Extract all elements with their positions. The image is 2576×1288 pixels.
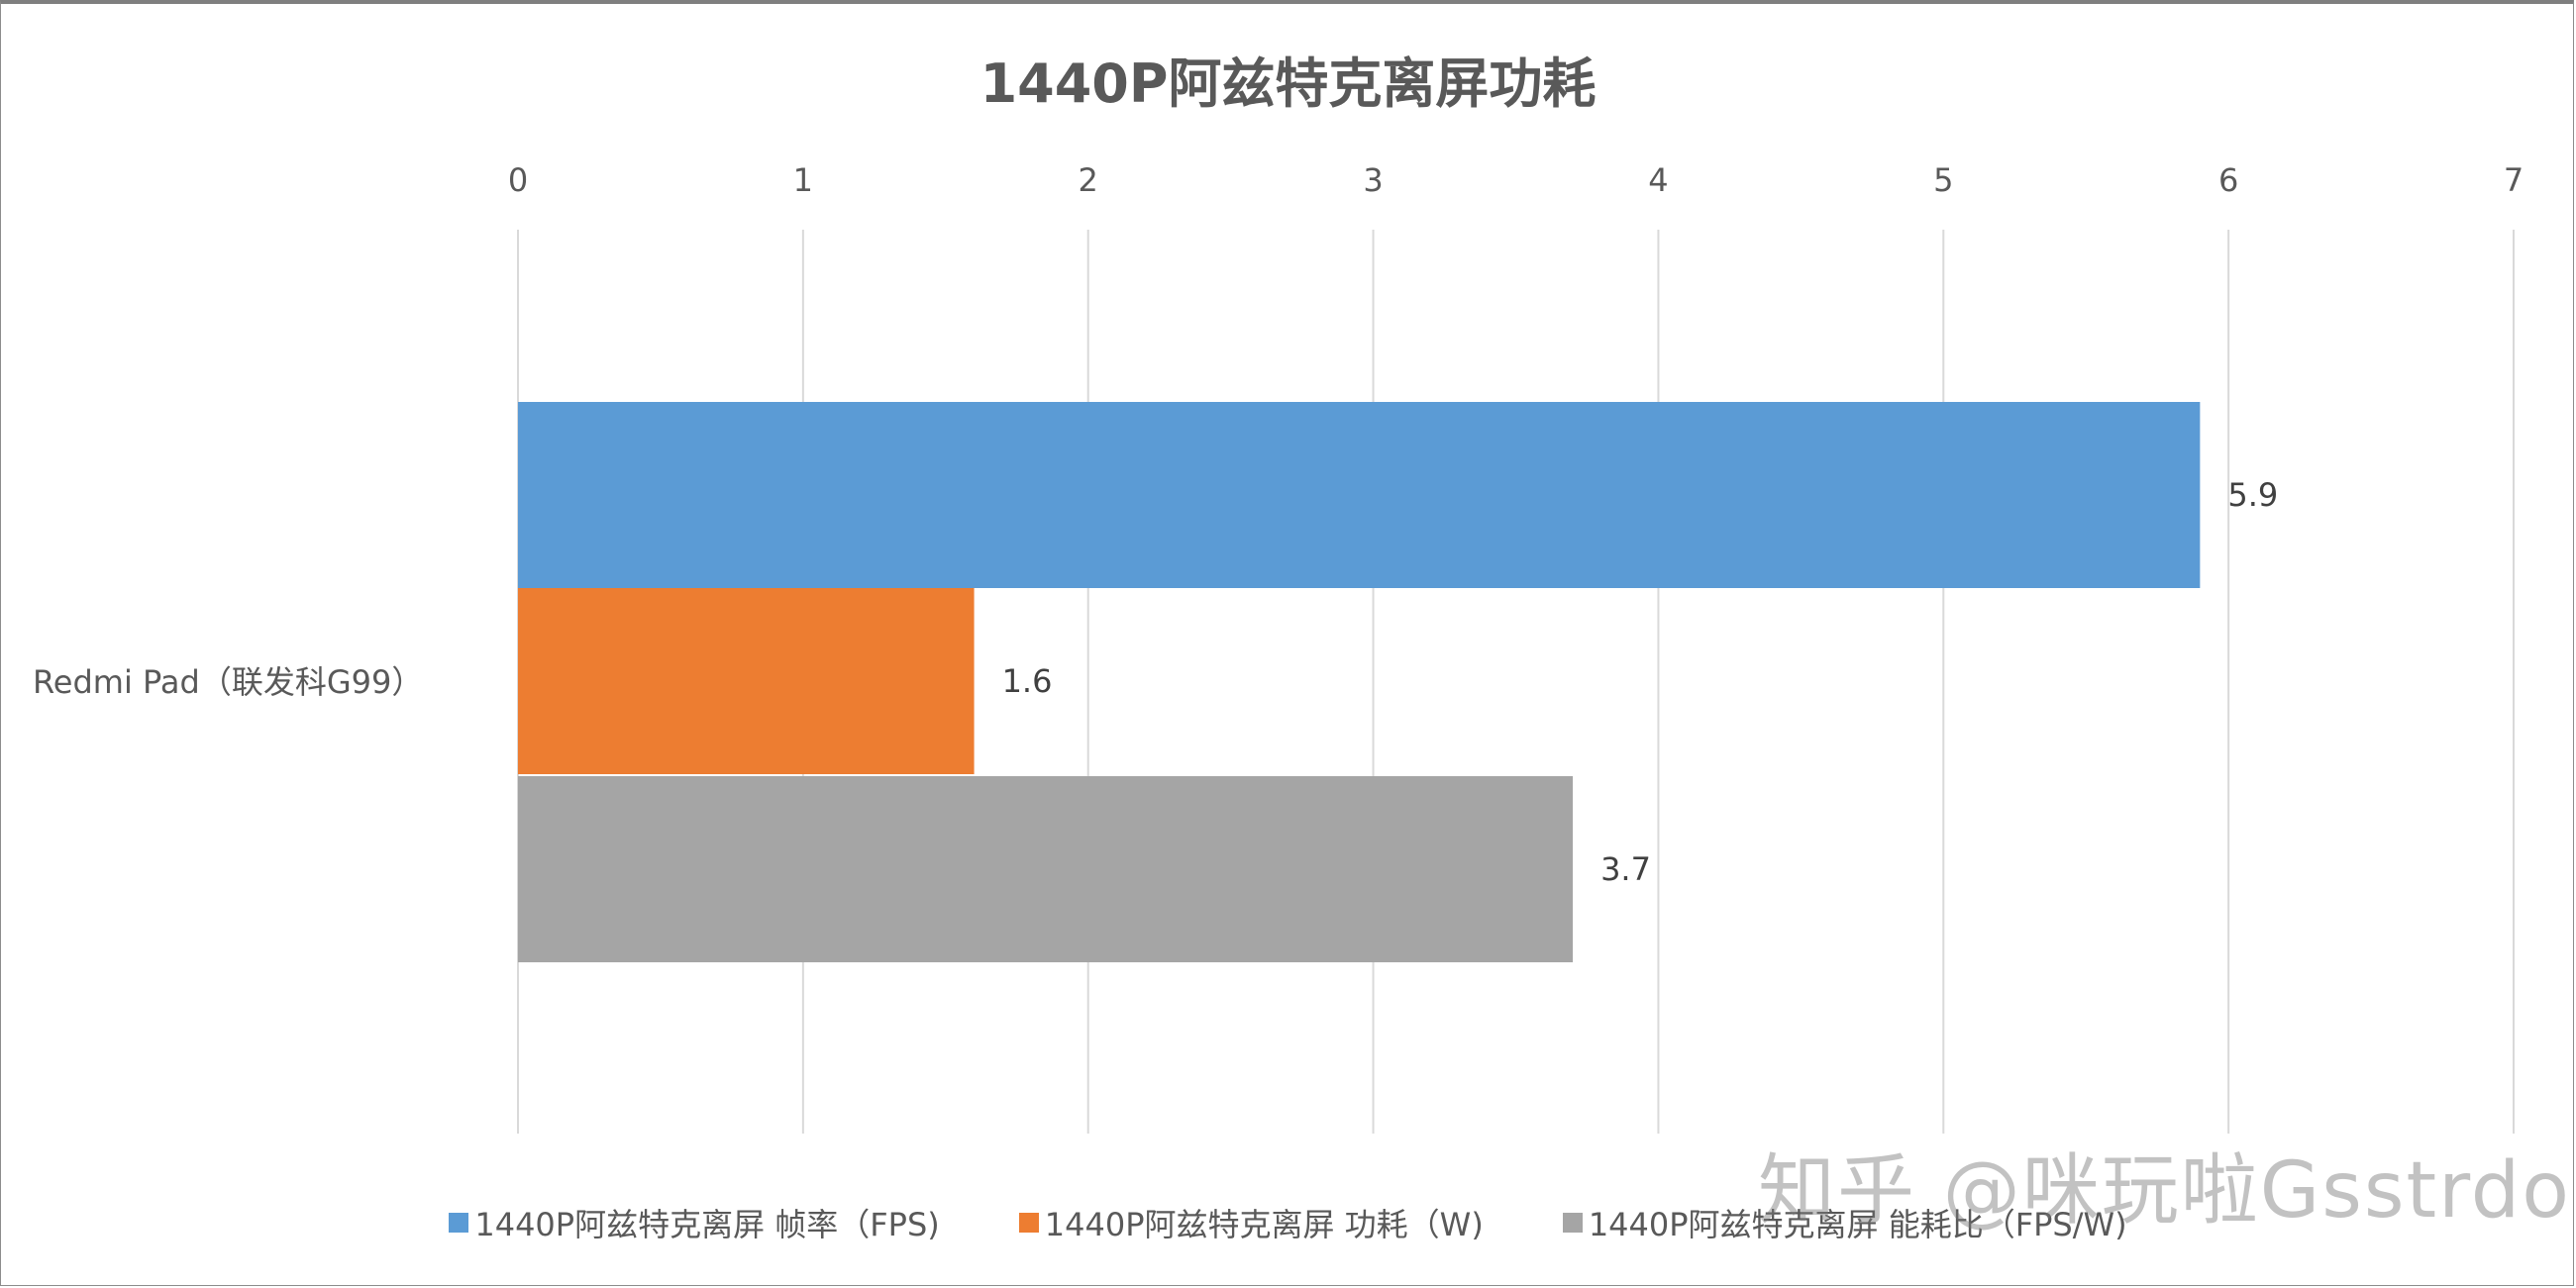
legend-label: 1440P阿兹特克离屏 帧率（FPS) bbox=[474, 1206, 940, 1243]
x-tick-label: 2 bbox=[1079, 161, 1098, 199]
legend-item: 1440P阿兹特克离屏 能耗比（FPS/W) bbox=[1562, 1200, 2127, 1245]
legend-label: 1440P阿兹特克离屏 能耗比（FPS/W) bbox=[1588, 1206, 2127, 1243]
data-label: 5.9 bbox=[2227, 476, 2278, 514]
x-tick-label: 1 bbox=[793, 161, 813, 199]
x-tick-label: 5 bbox=[1933, 161, 1953, 199]
legend-swatch bbox=[1018, 1213, 1039, 1233]
x-tick-label: 7 bbox=[2504, 161, 2524, 199]
legend-item: 1440P阿兹特克离屏 功耗（W) bbox=[1018, 1200, 1484, 1245]
watermark: 知乎 @咪玩啦Gsstrdo bbox=[1758, 1146, 2572, 1236]
x-tick-label: 4 bbox=[1648, 161, 1668, 199]
legend-swatch bbox=[1562, 1213, 1583, 1233]
chart-title: 1440P阿兹特克离屏功耗 bbox=[979, 52, 1597, 115]
x-tick-label: 6 bbox=[2218, 161, 2238, 199]
category-label: Redmi Pad（联发科G99） bbox=[33, 663, 423, 701]
x-tick-label: 3 bbox=[1363, 161, 1383, 199]
bar-1 bbox=[518, 588, 975, 774]
bar-0 bbox=[518, 402, 2201, 588]
legend-swatch bbox=[449, 1213, 469, 1233]
data-label: 1.6 bbox=[1002, 662, 1053, 700]
bar-2 bbox=[518, 776, 1574, 962]
x-tick-label: 0 bbox=[508, 161, 528, 199]
legend-item: 1440P阿兹特克离屏 帧率（FPS) bbox=[449, 1200, 940, 1245]
legend-label: 1440P阿兹特克离屏 功耗（W) bbox=[1044, 1206, 1484, 1243]
legend: 1440P阿兹特克离屏 帧率（FPS) 1440P阿兹特克离屏 功耗（W) 1440… bbox=[0, 1200, 2576, 1245]
data-label: 3.7 bbox=[1600, 850, 1651, 888]
